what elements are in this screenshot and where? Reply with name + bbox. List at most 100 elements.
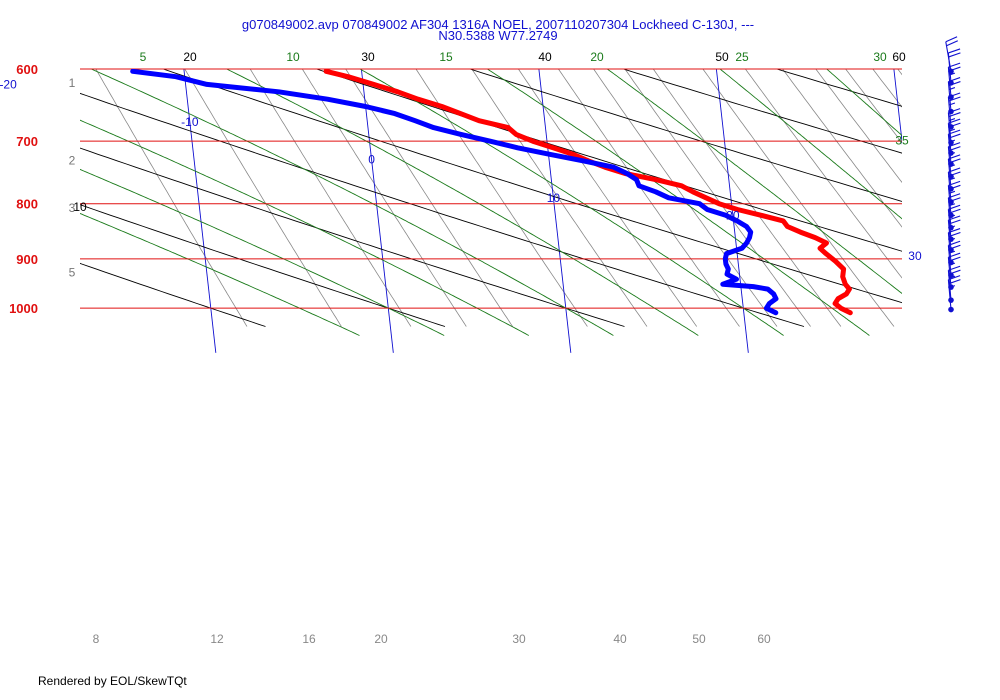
mixing-ratio-line — [95, 69, 248, 327]
wind-barb-flag — [948, 92, 961, 98]
wind-barb-flag — [948, 122, 961, 128]
chart-title-line1: g070849002.avp 070849002 AF304 1316A NOE… — [242, 17, 754, 32]
moist-adiabat-label: 25 — [735, 50, 749, 64]
isotherm-label: 20 — [726, 208, 740, 222]
wind-barb-flag — [948, 232, 961, 238]
pressure-label: 600 — [16, 62, 38, 77]
wind-barb-station — [948, 306, 954, 313]
pressure-label: 1000 — [9, 301, 38, 316]
dry-adiabat-label: 60 — [892, 50, 906, 64]
wind-barbs — [945, 36, 961, 313]
wind-barb-flag — [948, 219, 961, 225]
moist-adiabat-line — [90, 69, 614, 336]
dry-adiabat-line — [80, 204, 446, 327]
wind-barb-flag — [948, 62, 961, 68]
mixing-ratio-label: 12 — [210, 632, 224, 646]
mixing-ratio-label: 40 — [613, 632, 627, 646]
pressure-label: 700 — [16, 134, 38, 149]
wind-barb-flag — [948, 193, 961, 199]
dry-adiabat-line — [971, 37, 1000, 327]
mixing-ratio-line — [845, 69, 902, 144]
dry-adiabat-line — [821, 37, 1000, 327]
mixing-ratio-line — [872, 69, 902, 108]
wind-barb-flag — [948, 142, 961, 148]
wind-barb-flag — [948, 275, 961, 281]
wind-barb-flag — [948, 204, 961, 210]
mixing-ratio-line — [981, 37, 1000, 327]
wind-barb — [947, 62, 961, 100]
wind-barb-flag — [948, 77, 961, 83]
isotherm-label: -10 — [181, 115, 199, 129]
wind-barb-half-flag — [948, 102, 956, 106]
footer-credit: Rendered by EOL/SkewTQt — [38, 674, 187, 688]
wind-barb-half-flag — [948, 128, 956, 132]
isotherm-line — [715, 69, 749, 353]
mixing-ratio-label: 50 — [692, 632, 706, 646]
wind-barb-flag — [948, 118, 961, 124]
isotherm-label: 0 — [368, 153, 375, 167]
wind-barb-flag — [948, 256, 961, 262]
moist-adiabat-line — [359, 69, 784, 336]
wind-barb-flag — [948, 269, 961, 275]
isotherm-label: 10 — [547, 191, 561, 205]
wind-barb-staff — [947, 232, 952, 263]
moist-adiabat-line — [606, 69, 902, 295]
wind-barb-flag — [948, 52, 961, 58]
wind-barb-half-flag — [948, 139, 956, 143]
moist-adiabat-line — [826, 69, 902, 137]
wind-barb-flag — [948, 48, 961, 54]
wind-barb-flag — [948, 81, 961, 87]
wind-barb-flag — [948, 265, 961, 271]
dry-adiabat-label: 40 — [538, 50, 552, 64]
dry-adiabat-line — [80, 92, 805, 327]
wind-barb-half-flag — [948, 262, 956, 266]
wind-barb-staff — [947, 158, 952, 189]
background-grid — [80, 37, 1000, 353]
pressure-label: 800 — [16, 197, 38, 212]
mixing-ratio-label: 8 — [93, 632, 100, 646]
wind-barb-flag — [948, 252, 961, 258]
dry-adiabat-line — [775, 69, 902, 107]
wind-barb-flag — [948, 215, 961, 221]
mixing-ratio-label: 20 — [374, 632, 388, 646]
dry-adiabat-label: 30 — [361, 50, 375, 64]
wind-barb-flag — [948, 228, 961, 234]
dry-adiabat-line — [80, 262, 266, 327]
isotherm-line — [893, 69, 902, 146]
moist-adiabat-label: 5 — [140, 50, 147, 64]
wind-barb-flag — [948, 133, 961, 139]
isotherm-line — [538, 69, 572, 353]
altitude-label: 3 — [69, 201, 76, 215]
moist-adiabat-line — [486, 69, 870, 336]
wind-barb-flag — [948, 208, 961, 214]
mixing-ratio-line — [896, 37, 1000, 327]
moist-adiabat-label: 20 — [590, 50, 604, 64]
wind-barb-half-flag — [948, 275, 956, 279]
wind-barb-flag — [948, 96, 961, 102]
wind-barb-staff — [947, 270, 952, 301]
dewpoint-profile-line — [130, 69, 779, 316]
wind-barb-half-flag — [948, 164, 956, 168]
wind-barb-flag — [948, 244, 961, 250]
wind-barb-half-flag — [948, 225, 956, 229]
wind-barb-half-flag — [948, 152, 956, 156]
wind-barb-flag — [948, 184, 961, 190]
dry-adiabat-line — [468, 69, 902, 202]
moist-adiabat-line — [80, 119, 530, 336]
altitude-label: 2 — [69, 154, 76, 168]
moist-adiabat-line — [719, 69, 902, 220]
wind-barb-staff — [947, 245, 952, 276]
wind-barb-flag — [948, 180, 961, 186]
dry-adiabat-line — [621, 69, 902, 154]
wind-barb-half-flag — [948, 118, 956, 122]
moist-adiabat-line — [80, 168, 445, 336]
isotherm-label: -20 — [0, 77, 17, 91]
wind-barb-half-flag — [948, 177, 956, 181]
wind-barb-flag — [948, 167, 961, 173]
isotherm-line — [183, 69, 217, 353]
mixing-ratio-line — [815, 69, 902, 183]
sounding-profiles — [130, 69, 853, 316]
moist-adiabat-line — [225, 69, 699, 336]
isobar-lines — [80, 68, 902, 309]
wind-barb — [947, 275, 961, 313]
